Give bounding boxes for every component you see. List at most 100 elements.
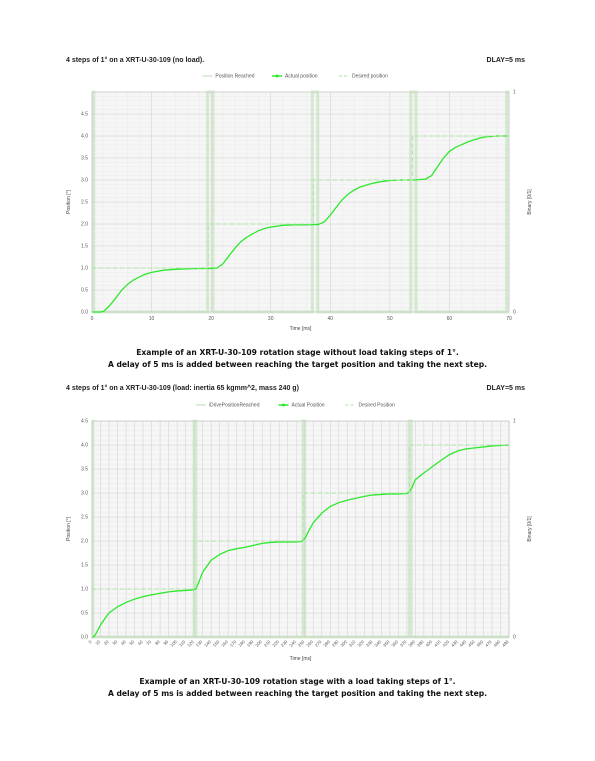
chart-1-plot: 0 10 20 30 40 50 60 700.00.51.01.52.02.53.03.54…: [66, 74, 533, 332]
legend-label: Actual Position: [292, 403, 325, 409]
x-tick-label: 130: [195, 639, 204, 648]
x-tick-label: 390: [416, 639, 425, 648]
x-tick-label: 90: [162, 639, 169, 646]
x-axis-title: Time [ms]: [290, 656, 312, 662]
y-tick-label: 1.5: [81, 563, 88, 569]
x-tick-label: 40: [328, 316, 334, 322]
y2-axis-title: Binary [0/1]: [527, 516, 533, 542]
y-tick-label: 2.5: [81, 200, 88, 206]
x-tick-label: 480: [493, 639, 502, 648]
legend-item: Position Reached: [202, 74, 255, 80]
y-tick-label: 0.0: [81, 635, 88, 641]
chart-1-title: 4 steps of 1° on a XRT-U-30-109 (no load…: [66, 57, 205, 64]
x-tick-label: 140: [203, 639, 212, 648]
x-tick-label: 360: [390, 639, 399, 648]
x-tick-label: 0: [87, 639, 93, 645]
x-tick-label: 190: [246, 639, 255, 648]
y-tick-label: 0.5: [81, 611, 88, 617]
y2-tick-label: 1: [513, 90, 516, 96]
y-axis-title: Position [°]: [66, 516, 72, 541]
legend-item: Desired Position: [345, 403, 395, 409]
y-tick-label: 2.0: [81, 222, 88, 228]
x-tick-label: 290: [331, 639, 340, 648]
y-tick-label: 0.5: [81, 288, 88, 294]
y-tick-label: 4.0: [81, 134, 88, 140]
x-tick-label: 10: [94, 639, 101, 646]
y-tick-label: 4.0: [81, 443, 88, 449]
x-tick-label: 440: [459, 639, 468, 648]
legend-label: Position Reached: [215, 74, 254, 80]
x-tick-label: 10: [149, 316, 155, 322]
x-tick-label: 20: [208, 316, 214, 322]
x-tick-label: 330: [365, 639, 374, 648]
legend-item: Actual Position: [278, 403, 325, 409]
x-tick-label: 60: [137, 639, 144, 646]
legend-label: Desired position: [352, 74, 388, 80]
x-tick-label: 80: [154, 639, 161, 646]
caption-1-line-2: A delay of 5 ms is added between reachin…: [107, 360, 488, 369]
y2-tick-label: 0: [513, 635, 516, 641]
legend-marker: [275, 74, 279, 78]
caption-1-line-1: Example of an XRT-U-30-109 rotation stag…: [136, 348, 459, 357]
chart-2-title: 4 steps of 1° on a XRT-U-30-109 (load: i…: [66, 385, 299, 392]
chart-1-delay-label: DLAY=5 ms: [486, 57, 525, 64]
x-tick-label: 230: [280, 639, 289, 648]
series-line-1: [92, 444, 510, 638]
legend-label: iDrivePositionReached: [209, 403, 260, 409]
x-tick-label: 160: [220, 639, 229, 648]
x-tick-label: 460: [476, 639, 485, 648]
y-tick-label: 2.0: [81, 539, 88, 545]
x-tick-label: 50: [128, 639, 135, 646]
x-tick-label: 70: [145, 639, 152, 646]
series-line-0: [91, 419, 509, 639]
x-tick-label: 380: [407, 639, 416, 648]
legend-label: Actual position: [285, 74, 318, 80]
y-tick-label: 1.0: [81, 587, 88, 593]
legend-item: iDrivePositionReached: [195, 403, 260, 409]
x-tick-label: 170: [229, 639, 238, 648]
x-axis-title: Time [ms]: [290, 326, 312, 332]
x-tick-label: 350: [382, 639, 391, 648]
x-tick-label: 310: [348, 639, 357, 648]
legend-marker: [282, 403, 285, 407]
x-tick-label: 110: [178, 639, 187, 648]
x-tick-label: 320: [356, 639, 365, 648]
y-tick-label: 3.0: [81, 491, 88, 497]
x-tick-label: 270: [314, 639, 323, 648]
x-tick-label: 100: [169, 639, 178, 648]
x-tick-label: 340: [373, 639, 382, 648]
x-tick-label: 280: [322, 639, 331, 648]
y-tick-label: 3.5: [81, 156, 88, 162]
y-tick-label: 0.0: [81, 310, 88, 316]
x-tick-label: 150: [212, 639, 221, 648]
y2-tick-label: 1: [513, 419, 516, 425]
x-tick-label: 30: [268, 316, 274, 322]
caption-1: Example of an XRT-U-30-109 rotation stag…: [0, 347, 595, 371]
x-tick-label: 0: [91, 316, 94, 322]
x-tick-label: 180: [237, 639, 246, 648]
x-tick-label: 430: [450, 639, 459, 648]
x-tick-label: 70: [506, 316, 512, 322]
plot-area: [92, 421, 509, 637]
x-tick-label: 250: [297, 639, 306, 648]
x-tick-label: 400: [425, 639, 434, 648]
x-tick-label: 40: [120, 639, 127, 646]
y-tick-label: 4.5: [81, 419, 88, 425]
caption-2-line-1: Example of an XRT-U-30-109 rotation stag…: [139, 677, 456, 686]
chart-2-plot: 0 10 20 30 40 50 60 70 80 90 100 110 120 130 140 150 160…: [66, 403, 533, 662]
x-tick-label: 450: [467, 639, 476, 648]
series-line-2: [92, 135, 509, 269]
x-tick-label: 470: [484, 639, 493, 648]
chart-1: 4 steps of 1° on a XRT-U-30-109 (no load…: [0, 0, 595, 340]
x-tick-label: 300: [339, 639, 348, 648]
x-tick-label: 210: [263, 639, 272, 648]
caption-2: Example of an XRT-U-30-109 rotation stag…: [0, 676, 595, 700]
x-tick-label: 220: [271, 639, 280, 648]
x-tick-label: 260: [305, 639, 314, 648]
x-tick-label: 120: [186, 639, 195, 648]
y2-axis-title: Binary [0/1]: [527, 189, 533, 215]
y-tick-label: 1.0: [81, 266, 88, 272]
series-line-1: [92, 135, 509, 313]
x-tick-label: 370: [399, 639, 408, 648]
y-tick-label: 4.5: [81, 112, 88, 118]
